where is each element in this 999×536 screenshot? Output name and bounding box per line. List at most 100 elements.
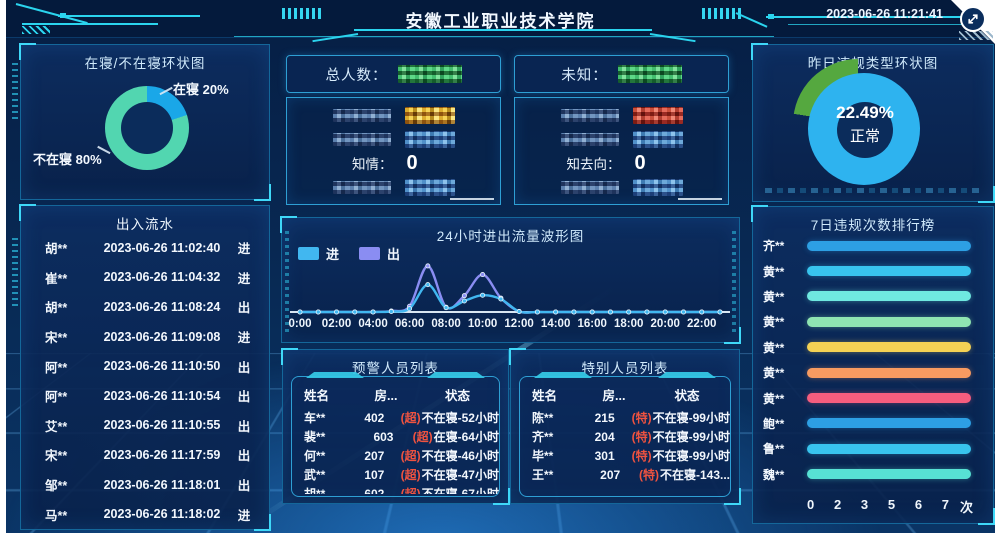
- redacted-value: [632, 178, 683, 196]
- unknown-count-label: 未知：: [561, 67, 608, 84]
- ranking-rows: 齐** 黄** 黄** 黄** 黄** 黄** 黄** 鲍** 鲁** 魏**: [763, 233, 971, 487]
- redacted-value: [632, 106, 683, 124]
- panel-decoration: [285, 228, 289, 332]
- title-underline: [354, 29, 652, 31]
- header-ticks-right: [702, 8, 744, 19]
- header-decoration: [22, 23, 158, 25]
- header-decoration: [234, 36, 774, 37]
- page-title: 安徽工业职业技术学院: [405, 12, 596, 31]
- panel-flow-chart: 24小时进出流量波形图 进出 0:00 02:00 04:00 06:00 08:00 1…: [280, 216, 741, 344]
- person-row: 王** 207 (特)不在寝-143...: [532, 467, 730, 483]
- unknown-count-redacted-value: [617, 65, 682, 83]
- io-log-row: 马** 2023-06-26 11:18:02 进: [45, 507, 251, 523]
- io-log-row: 胡** 2023-06-26 11:08:24 出: [45, 299, 251, 316]
- violation-center: 22.49% 正常: [813, 103, 917, 146]
- warning-table: 姓名 房... 状态 车** 402 (超)不在寝-52小时 裴** 603 (超)在寝-…: [291, 376, 500, 497]
- stat-row: [523, 175, 720, 199]
- io-log-row: 胡** 2023-06-26 11:02:40 进: [45, 240, 251, 257]
- redacted-label: [560, 108, 619, 122]
- violation-hole: [837, 102, 893, 158]
- corner-hatch: [959, 31, 993, 40]
- header-decoration: [766, 16, 988, 18]
- redacted-label: [560, 180, 619, 194]
- special-table-header: 姓名 房... 状态: [520, 377, 730, 408]
- total-detail-box: 知情： 0: [286, 97, 501, 205]
- fullscreen-toggle-button[interactable]: [960, 6, 986, 32]
- flow-chart-title: 24小时进出流量波形图: [436, 229, 585, 244]
- panel-decoration: [765, 188, 981, 193]
- stat-row: 知情： 0: [295, 151, 492, 175]
- header-decoration: [768, 14, 774, 19]
- ranking-unit: 次: [959, 500, 973, 515]
- redacted-value: [404, 130, 455, 148]
- ranking-row: 黄**: [763, 265, 971, 279]
- column-header-room: 房...: [602, 389, 626, 403]
- header-decoration: [60, 13, 66, 18]
- io-log-row: 艾** 2023-06-26 11:10:55 出: [45, 418, 251, 434]
- stat-label: 知去向：: [566, 157, 621, 172]
- dorm-callout-1: 不在寝 80%: [33, 152, 102, 167]
- stat-row: [523, 103, 720, 127]
- flow-chart-svg: [288, 256, 732, 320]
- flow-legend: 进出: [298, 244, 400, 263]
- io-log-title: 出入流水: [116, 217, 174, 232]
- column-header-room: 房...: [374, 389, 398, 403]
- total-count-label: 总人数：: [325, 67, 388, 84]
- header-decoration: [788, 24, 993, 25]
- ranking-row: 黄**: [763, 315, 971, 329]
- special-list-title: 特别人员列表: [581, 361, 669, 376]
- total-stat-rows: 知情： 0: [295, 103, 492, 199]
- column-header-status: 状态: [444, 389, 470, 403]
- total-count-redacted-value: [397, 65, 462, 83]
- io-log-row: 邹** 2023-06-26 11:18:01 出: [45, 477, 251, 494]
- panel-io-log: 出入流水 胡** 2023-06-26 11:02:40 进崔** 2023-06-2…: [12, 204, 271, 531]
- stat-value: 0: [634, 151, 646, 174]
- stat-row: [523, 127, 720, 151]
- header-bar: 安徽工业职业技术学院 2023-06-26 11:21:41: [6, 0, 995, 43]
- ranking-row: 黄**: [763, 366, 971, 380]
- unknown-detail-box: 知去向： 0: [514, 97, 729, 205]
- violation-percentage: 22.49%: [836, 103, 894, 122]
- redacted-label: [332, 180, 391, 194]
- header-decoration: [58, 15, 200, 17]
- redacted-label: [332, 132, 391, 146]
- person-row: 何** 207 (超)不在寝-46小时: [304, 448, 499, 464]
- redacted-label: [560, 132, 619, 146]
- dorm-ring-title: 在寝/不在寝环状图: [84, 56, 206, 71]
- warning-list-title: 预警人员列表: [352, 361, 439, 376]
- total-count-box: 总人数：: [286, 55, 501, 93]
- panel-decoration: [12, 61, 18, 119]
- person-row: 车** 402 (超)不在寝-52小时: [304, 410, 499, 426]
- legend-item[interactable]: 进: [298, 244, 339, 263]
- io-log-row: 阿** 2023-06-26 11:10:50 出: [45, 359, 251, 375]
- legend-item[interactable]: 出: [359, 244, 400, 263]
- ranking-row: 黄**: [763, 392, 971, 406]
- special-table: 姓名 房... 状态 陈** 215 (特)不在寝-99小时 齐** 204 (特)不在寝…: [519, 376, 731, 497]
- panel-decoration: [732, 228, 736, 332]
- column-header-name: 姓名: [304, 389, 330, 403]
- stat-row: [295, 127, 492, 151]
- stat-value: 0: [406, 151, 418, 174]
- panel-decoration: [12, 236, 18, 306]
- ranking-row: 鲁**: [763, 442, 971, 456]
- dorm-donut-hole: [121, 102, 173, 154]
- person-row: 陈** 215 (特)不在寝-99小时: [532, 410, 730, 426]
- violation-label: 正常: [849, 128, 880, 145]
- person-row: 裴** 603 (超)在寝-64小时: [304, 429, 499, 445]
- header-decoration: [312, 33, 359, 43]
- redacted-label: [332, 108, 391, 122]
- panel-violation-ring: 昨日违规类型环状图 22.49% 正常: [751, 43, 995, 203]
- special-rows: 陈** 215 (特)不在寝-99小时 齐** 204 (特)不在寝-99小时 毕** 301…: [520, 408, 730, 494]
- io-log-row: 崔** 2023-06-26 11:04:32 进: [45, 270, 251, 286]
- redacted-value: [404, 178, 455, 196]
- clock: 2023-06-26 11:21:41: [826, 7, 943, 21]
- stat-row: [295, 103, 492, 127]
- legend-label: 进: [326, 247, 340, 262]
- unknown-stat-rows: 知去向： 0: [523, 103, 720, 199]
- person-row: 毕** 301 (特)不在寝-99小时: [532, 448, 730, 464]
- unknown-count-box: 未知：: [514, 55, 729, 93]
- header-hatch: [22, 26, 50, 34]
- header-decoration: [649, 33, 696, 43]
- dorm-callout-0: 在寝 20%: [173, 82, 229, 97]
- panel-dorm-ring: 在寝/不在寝环状图 在寝 20% 不在寝 80%: [12, 43, 271, 201]
